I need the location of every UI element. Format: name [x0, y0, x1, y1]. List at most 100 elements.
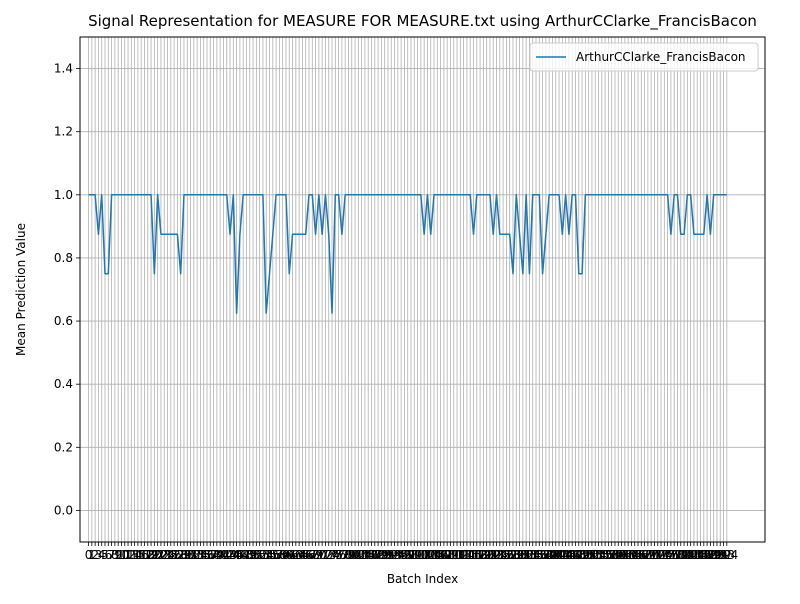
x-tick-label: 70: [311, 548, 326, 562]
x-tick-label: 60: [278, 548, 293, 562]
x-tick-label: 188: [696, 548, 719, 562]
x-tick-label: 20: [147, 548, 162, 562]
x-tick-label: 21: [150, 548, 165, 562]
x-tick-label: 123: [482, 548, 505, 562]
x-tick-label: 45: [229, 548, 244, 562]
x-tick-label: 120: [472, 548, 495, 562]
x-tick-label: 98: [403, 548, 418, 562]
x-tick-label: 99: [407, 548, 422, 562]
x-tick-label: 170: [636, 548, 659, 562]
x-tick-label: 41: [216, 548, 231, 562]
y-tick-label: 1.2: [54, 125, 73, 139]
x-tick-label: 13: [124, 548, 139, 562]
x-tick-label: 157: [594, 548, 617, 562]
x-tick-label: 71: [315, 548, 330, 562]
x-tick-label: 89: [374, 548, 389, 562]
x-tick-label: 105: [423, 548, 446, 562]
x-tick-label: 110: [439, 548, 462, 562]
x-tick-label: 144: [551, 548, 574, 562]
x-tick-label: 96: [397, 548, 412, 562]
x-tick-label: 147: [561, 548, 584, 562]
legend: ArthurCClarke_FrancisBacon: [529, 42, 759, 72]
x-tick-label: 76: [331, 548, 346, 562]
x-tick-label: 192: [709, 548, 732, 562]
x-tick-label: 149: [567, 548, 590, 562]
series-line: [88, 194, 727, 314]
x-tick-label: 87: [367, 548, 382, 562]
x-tick-label: 67: [301, 548, 316, 562]
x-tick-label: 93: [387, 548, 402, 562]
x-tick-label: 139: [534, 548, 557, 562]
x-tick-label: 83: [354, 548, 369, 562]
plot-frame: [79, 36, 766, 543]
x-tick-label: 31: [183, 548, 198, 562]
legend-label: ArthurCClarke_FrancisBacon: [576, 50, 746, 64]
x-tick-label: 183: [679, 548, 702, 562]
x-tick-label: 187: [692, 548, 715, 562]
x-tick-label: 129: [502, 548, 525, 562]
x-tick-label: 24: [160, 548, 175, 562]
x-tick-label: 3: [95, 548, 103, 562]
x-tick-label: 36: [199, 548, 214, 562]
x-tick-label: 126: [492, 548, 515, 562]
x-tick-label: 180: [669, 548, 692, 562]
x-tick-label: 62: [285, 548, 300, 562]
x-tick-label: 172: [643, 548, 666, 562]
y-axis-ticks: 0.0 0.2 0.4 0.6 0.8 1.0 1.2 1.4: [54, 62, 80, 517]
x-tick-label: 117: [462, 548, 485, 562]
x-tick-label: 153: [580, 548, 603, 562]
x-tick-label: 26: [166, 548, 181, 562]
x-tick-label: 130: [505, 548, 528, 562]
x-tick-label: 134: [518, 548, 541, 562]
x-tick-label: 174: [650, 548, 673, 562]
x-tick-label: 22: [153, 548, 168, 562]
x-tick-label: 166: [623, 548, 646, 562]
x-tick-label: 40: [213, 548, 228, 562]
x-tick-label: 163: [613, 548, 636, 562]
x-tick-label: 189: [699, 548, 722, 562]
x-tick-label: 66: [298, 548, 313, 562]
x-tick-label: 37: [203, 548, 218, 562]
x-tick-label: 115: [455, 548, 478, 562]
x-tick-label: 7: [108, 548, 116, 562]
x-tick-label: 5: [101, 548, 109, 562]
x-tick-label: 32: [186, 548, 201, 562]
x-tick-label: 35: [196, 548, 211, 562]
x-tick-label: 184: [682, 548, 705, 562]
y-tick-label: 1.4: [54, 62, 73, 76]
x-tick-label: 18: [140, 548, 155, 562]
x-tick-label: 27: [170, 548, 185, 562]
x-tick-label: 84: [357, 548, 372, 562]
x-tick-label: 175: [653, 548, 676, 562]
x-tick-label: 138: [531, 548, 554, 562]
x-tick-label: 135: [521, 548, 544, 562]
y-axis-label: Mean Prediction Value: [14, 223, 28, 356]
x-tick-label: 165: [620, 548, 643, 562]
x-tick-label: 78: [338, 548, 353, 562]
x-tick-label: 91: [380, 548, 395, 562]
x-tick-label: 111: [442, 548, 465, 562]
x-tick-label: 121: [475, 548, 498, 562]
x-tick-label: 113: [449, 548, 472, 562]
x-tick-label: 50: [245, 548, 260, 562]
x-tick-label: 190: [702, 548, 725, 562]
x-tick-label: 19: [143, 548, 158, 562]
x-tick-label: 179: [666, 548, 689, 562]
x-tick-label: 151: [574, 548, 597, 562]
grid-lines: [80, 37, 765, 542]
x-tick-label: 88: [370, 548, 385, 562]
x-tick-label: 162: [610, 548, 633, 562]
x-tick-label: 48: [239, 548, 254, 562]
x-tick-label: 4: [98, 548, 106, 562]
x-tick-label: 73: [321, 548, 336, 562]
x-tick-label: 173: [646, 548, 669, 562]
x-tick-label: 185: [686, 548, 709, 562]
x-tick-label: 61: [282, 548, 297, 562]
x-tick-label: 119: [469, 548, 492, 562]
x-tick-label: 109: [436, 548, 459, 562]
x-tick-label: 104: [419, 548, 442, 562]
x-tick-label: 1: [88, 548, 96, 562]
y-tick-label: 1.0: [54, 188, 73, 202]
x-tick-label: 143: [548, 548, 571, 562]
